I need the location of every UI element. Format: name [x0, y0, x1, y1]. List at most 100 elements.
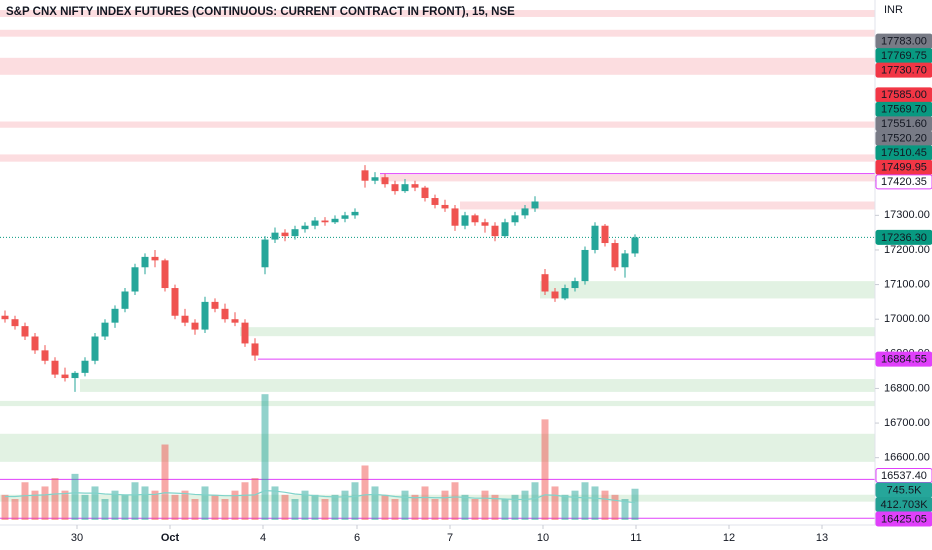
volume-bar: [511, 494, 519, 520]
volume-bar: [211, 494, 219, 520]
price-label: 17769.75: [881, 50, 927, 62]
volume-bar: [631, 488, 639, 520]
volume-bar: [181, 490, 189, 520]
zone: [0, 10, 875, 17]
candle-body: [391, 184, 399, 192]
candle-body: [491, 225, 499, 237]
price-label: 17783.00: [881, 36, 927, 48]
volume-bar: [481, 490, 489, 520]
zone: [540, 281, 875, 299]
price-label-box: [875, 351, 932, 367]
price-label: 17551.60: [881, 118, 927, 130]
volume-bar: [361, 465, 369, 520]
candle-body: [561, 288, 569, 299]
candle-body: [411, 184, 419, 188]
candle-body: [471, 215, 479, 223]
volume-bar: [171, 494, 179, 520]
candle-body: [271, 232, 279, 240]
candle-body: [141, 256, 149, 268]
zone: [380, 174, 875, 182]
volume-bar: [201, 486, 209, 520]
y-tick-label: 17200.00: [884, 244, 930, 256]
candle-body: [501, 222, 509, 237]
volume-bar: [81, 494, 89, 520]
x-tick-label: 10: [537, 532, 549, 544]
y-tick-label: 17000.00: [884, 313, 930, 325]
price-label: 16537.40: [881, 470, 927, 482]
volume-bar: [461, 494, 469, 520]
x-tick-label: Oct: [161, 532, 180, 544]
volume-bar: [521, 490, 529, 520]
candle-body: [261, 239, 269, 268]
volume-bar: [471, 499, 479, 520]
candle-body: [601, 225, 609, 244]
price-label-box: [875, 62, 932, 78]
candle-body: [431, 198, 439, 205]
y-tick-label: 16800.00: [884, 382, 930, 394]
volume-bar: [31, 490, 39, 520]
volume-bar: [331, 494, 339, 520]
candle-body: [131, 267, 139, 292]
volume-bar: [281, 494, 289, 520]
volume-bar: [151, 490, 159, 520]
price-label-box: [875, 229, 932, 245]
price-label: 745.5K: [887, 484, 923, 496]
candle-body: [41, 350, 49, 361]
volume-bar: [51, 478, 59, 520]
zone: [0, 29, 875, 37]
volume-bar: [61, 490, 69, 520]
candle-body: [441, 204, 449, 209]
volume-bar: [591, 486, 599, 520]
volume-bar: [571, 490, 579, 520]
volume-bar: [71, 473, 79, 520]
candle-body: [211, 301, 219, 309]
volume-bar: [391, 499, 399, 520]
price-label-box: [875, 511, 932, 527]
volume-bar: [541, 419, 549, 520]
y-tick-label: 16600.00: [884, 452, 930, 464]
x-tick-label: 30: [71, 532, 83, 544]
volume-bar: [381, 494, 389, 520]
volume-bar: [161, 444, 169, 520]
zone: [240, 327, 875, 337]
y-tick-label: 16700.00: [884, 417, 930, 429]
candle-body: [31, 336, 39, 351]
candle-body: [241, 322, 249, 344]
volume-bar: [261, 394, 269, 520]
zone: [0, 154, 875, 162]
candle-body: [51, 360, 59, 375]
candle-body: [511, 215, 519, 223]
zone: [0, 433, 875, 462]
price-label: 16425.05: [881, 513, 927, 525]
candle-body: [121, 291, 129, 309]
candle-body: [631, 237, 639, 254]
volume-bar: [421, 486, 429, 520]
price-label: 17236.30: [881, 232, 927, 244]
candle-body: [81, 360, 89, 373]
zone: [460, 201, 875, 210]
volume-bar: [231, 490, 239, 520]
y-tick-label: 17300.00: [884, 209, 930, 221]
price-label-box: [875, 174, 932, 190]
volume-bar: [601, 490, 609, 520]
volume-bar: [431, 499, 439, 520]
candle-body: [621, 253, 629, 268]
volume-bar: [411, 494, 419, 520]
candle-body: [581, 249, 589, 282]
volume-bar: [131, 482, 139, 520]
candle-body: [531, 201, 539, 209]
candle-body: [421, 187, 429, 199]
candle-body: [571, 281, 579, 289]
candle-body: [461, 215, 469, 226]
candle-body: [281, 232, 289, 237]
candle-body: [401, 184, 409, 192]
volume-bar: [371, 486, 379, 520]
x-tick-label: 7: [447, 532, 453, 544]
candle-body: [371, 177, 379, 181]
candle-body: [171, 288, 179, 316]
currency: INR: [884, 4, 903, 16]
candle-body: [311, 220, 319, 226]
volume-bar: [551, 486, 559, 520]
